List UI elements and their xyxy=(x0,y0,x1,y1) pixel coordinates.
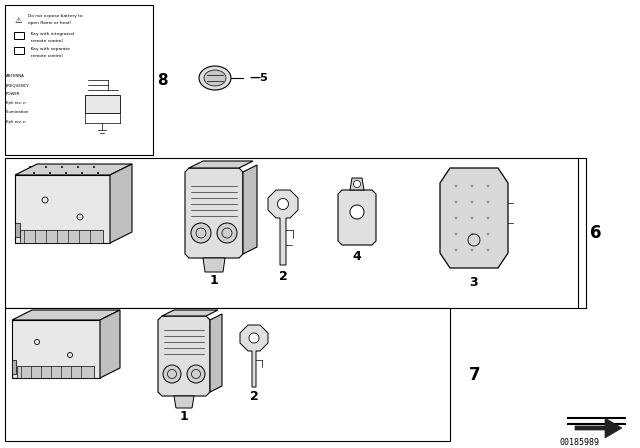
Circle shape xyxy=(487,233,489,235)
Circle shape xyxy=(455,249,457,251)
Polygon shape xyxy=(189,161,253,168)
Text: Key with integrated: Key with integrated xyxy=(28,32,74,36)
Circle shape xyxy=(249,333,259,343)
Circle shape xyxy=(471,233,473,235)
Polygon shape xyxy=(338,190,376,245)
Text: open flame or heat!: open flame or heat! xyxy=(28,21,72,25)
Text: 3: 3 xyxy=(470,276,478,289)
Text: remote control: remote control xyxy=(28,54,63,58)
Circle shape xyxy=(471,249,473,251)
Bar xyxy=(5,158,578,308)
Text: POWER: POWER xyxy=(6,92,20,96)
Polygon shape xyxy=(240,325,268,387)
Circle shape xyxy=(81,172,83,174)
Bar xyxy=(5,308,450,441)
Ellipse shape xyxy=(199,66,231,90)
Text: Kph rev. n: Kph rev. n xyxy=(6,120,26,124)
Circle shape xyxy=(61,166,63,168)
Text: ANTENNA: ANTENNA xyxy=(6,74,25,78)
Circle shape xyxy=(353,181,360,188)
Circle shape xyxy=(93,166,95,168)
Polygon shape xyxy=(12,310,120,320)
Polygon shape xyxy=(15,164,132,175)
Ellipse shape xyxy=(204,70,226,86)
Polygon shape xyxy=(20,230,103,243)
Text: Illumination: Illumination xyxy=(6,110,29,114)
Circle shape xyxy=(455,185,457,187)
Text: 6: 6 xyxy=(590,224,602,242)
Circle shape xyxy=(45,166,47,168)
Circle shape xyxy=(187,365,205,383)
Polygon shape xyxy=(203,258,225,272)
Circle shape xyxy=(163,365,181,383)
Text: 8: 8 xyxy=(157,73,167,87)
Circle shape xyxy=(217,223,237,243)
Polygon shape xyxy=(185,168,243,258)
Polygon shape xyxy=(350,178,364,190)
Circle shape xyxy=(455,217,457,219)
Bar xyxy=(14,47,24,54)
Circle shape xyxy=(487,185,489,187)
Circle shape xyxy=(487,249,489,251)
Circle shape xyxy=(455,201,457,203)
Polygon shape xyxy=(12,360,16,374)
Circle shape xyxy=(97,172,99,174)
Polygon shape xyxy=(243,165,257,254)
Circle shape xyxy=(350,205,364,219)
Circle shape xyxy=(487,201,489,203)
Bar xyxy=(5,5,153,155)
Polygon shape xyxy=(158,316,210,396)
Bar xyxy=(85,95,120,113)
Polygon shape xyxy=(162,310,218,316)
Text: remote control: remote control xyxy=(28,39,63,43)
Text: 1: 1 xyxy=(180,409,188,422)
Circle shape xyxy=(33,172,35,174)
Polygon shape xyxy=(12,320,100,378)
Polygon shape xyxy=(440,168,508,268)
Circle shape xyxy=(77,166,79,168)
Text: 7: 7 xyxy=(469,366,481,383)
Polygon shape xyxy=(268,190,298,265)
Polygon shape xyxy=(110,164,132,243)
Polygon shape xyxy=(174,396,194,408)
Circle shape xyxy=(471,185,473,187)
Circle shape xyxy=(471,201,473,203)
Polygon shape xyxy=(575,418,622,438)
Text: 2: 2 xyxy=(278,270,287,283)
Polygon shape xyxy=(100,310,120,378)
Circle shape xyxy=(49,172,51,174)
Circle shape xyxy=(65,172,67,174)
Polygon shape xyxy=(210,314,222,392)
Text: Do not expose battery to: Do not expose battery to xyxy=(28,14,83,18)
Circle shape xyxy=(487,217,489,219)
Text: ⚠: ⚠ xyxy=(14,16,22,25)
Text: 4: 4 xyxy=(353,250,362,263)
Bar xyxy=(14,32,24,39)
Text: 00185989: 00185989 xyxy=(560,438,600,447)
Circle shape xyxy=(455,233,457,235)
Circle shape xyxy=(278,198,289,210)
Polygon shape xyxy=(15,223,20,237)
Text: FREQUENCY: FREQUENCY xyxy=(6,83,29,87)
Text: —5: —5 xyxy=(249,73,268,83)
Text: Key with separate: Key with separate xyxy=(28,47,70,51)
Text: 1: 1 xyxy=(210,273,218,287)
Polygon shape xyxy=(15,175,110,243)
Circle shape xyxy=(29,166,31,168)
Circle shape xyxy=(191,223,211,243)
Polygon shape xyxy=(17,366,94,378)
Text: 2: 2 xyxy=(250,391,259,404)
Circle shape xyxy=(471,217,473,219)
Text: Kph rev. n: Kph rev. n xyxy=(6,101,26,105)
